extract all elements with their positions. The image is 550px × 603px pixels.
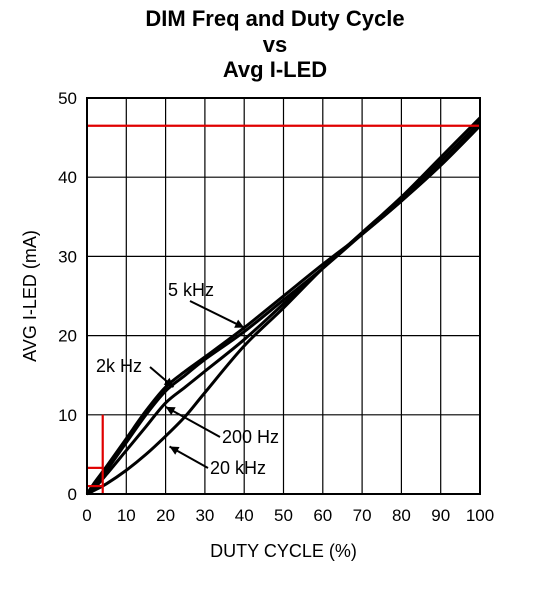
annotation-arrow xyxy=(165,406,221,438)
tick-labels: 0 10 20 30 40 50 60 70 80 90 100 0 10 20 30 40 50 xyxy=(58,89,494,525)
annotation-arrowhead xyxy=(165,406,176,416)
y-tick-label: 30 xyxy=(58,247,77,266)
annotation-arrow xyxy=(189,300,245,329)
x-tick-label: 80 xyxy=(392,506,411,525)
y-tick-label: 10 xyxy=(58,406,77,425)
annotation-label-5khz: 5 kHz xyxy=(168,280,214,300)
x-tick-label: 30 xyxy=(195,506,214,525)
plot-frame xyxy=(86,97,481,495)
grid xyxy=(86,97,481,495)
y-axis-label: AVG I-LED (mA) xyxy=(20,230,40,362)
y-tick-label: 20 xyxy=(58,327,77,346)
x-tick-label: 90 xyxy=(431,506,450,525)
annotation-label-2khz: 2k Hz xyxy=(96,356,142,376)
y-tick-label: 0 xyxy=(68,485,77,504)
annotation-arrowhead xyxy=(234,319,245,328)
x-axis-label: DUTY CYCLE (%) xyxy=(210,541,357,561)
x-tick-label: 70 xyxy=(353,506,372,525)
chart-title-line-2: vs xyxy=(262,32,288,57)
chart-title-line-1: DIM Freq and Duty Cycle xyxy=(145,6,405,31)
series-lines xyxy=(85,116,482,496)
x-tick-label: 20 xyxy=(156,506,175,525)
annotation-label-20khz: 20 kHz xyxy=(210,458,266,478)
x-tick-label: 0 xyxy=(82,506,91,525)
series-line-20khz xyxy=(86,116,482,496)
x-tick-label: 100 xyxy=(466,506,494,525)
x-tick-label: 60 xyxy=(313,506,332,525)
y-tick-label: 50 xyxy=(58,89,77,108)
reference-lines xyxy=(87,124,480,494)
annotation-label-200hz: 200 Hz xyxy=(222,427,279,447)
y-tick-label: 40 xyxy=(58,168,77,187)
series-line-2khz xyxy=(85,124,482,495)
annotation-arrowhead xyxy=(163,377,174,388)
chart-title-line-3: Avg I-LED xyxy=(222,57,328,82)
annotations: 5 kHz 2k Hz 200 Hz 20 kHz xyxy=(96,280,279,478)
x-tick-label: 10 xyxy=(117,506,136,525)
annotation-arrowhead xyxy=(169,446,180,455)
x-tick-label: 50 xyxy=(274,506,293,525)
x-tick-label: 40 xyxy=(235,506,254,525)
